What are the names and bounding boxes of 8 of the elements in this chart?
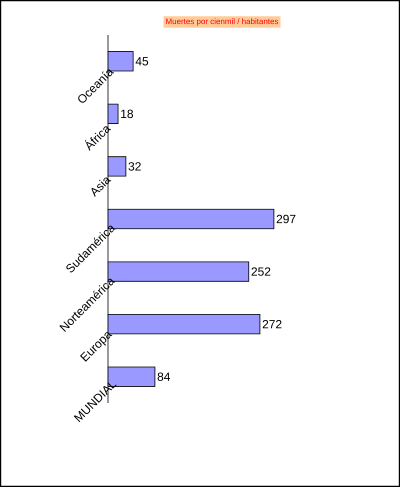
data-label: 297	[276, 214, 296, 224]
data-label: 84	[158, 372, 170, 381]
data-label: 45	[136, 57, 148, 66]
y-tick-label: Asia	[91, 177, 112, 197]
data-label: 18	[121, 110, 134, 118]
data-label: 252	[252, 267, 270, 276]
data-label: 32	[128, 162, 141, 171]
data-label: 272	[262, 320, 282, 328]
